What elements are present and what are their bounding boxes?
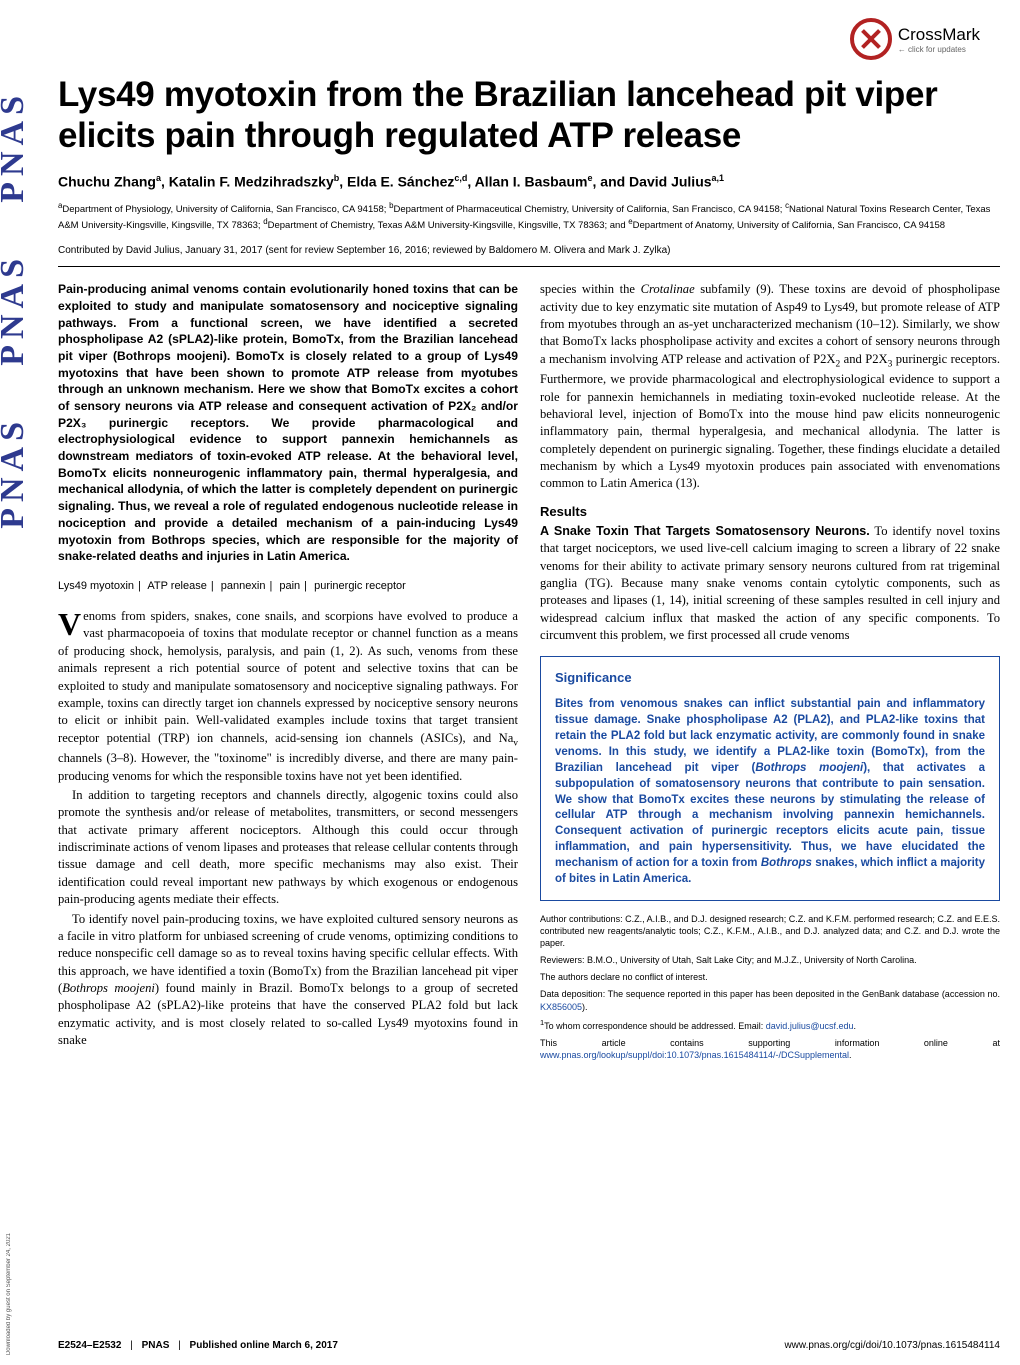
results-runin: A Snake Toxin That Targets Somatosensory… <box>540 524 870 538</box>
results-p1: A Snake Toxin That Targets Somatosensory… <box>540 523 1000 645</box>
column-right: species within the Crotalinae subfamily … <box>540 281 1000 1066</box>
spine-text-2: PNAS <box>0 253 32 366</box>
footer-pubdate: Published online March 6, 2017 <box>190 1340 338 1351</box>
article-page: CrossMark ← click for updates Lys49 myot… <box>58 10 1000 1066</box>
significance-box: Significance Bites from venomous snakes … <box>540 656 1000 900</box>
footer-journal: PNAS <box>142 1340 170 1351</box>
crossmark-badge[interactable]: CrossMark ← click for updates <box>850 18 980 60</box>
two-column-body: Pain-producing animal venoms contain evo… <box>58 281 1000 1066</box>
body-text-right-top: species within the Crotalinae subfamily … <box>540 281 1000 493</box>
intro-p1: Venoms from spiders, snakes, cone snails… <box>58 608 518 785</box>
journal-spine: PNAS PNAS PNAS <box>0 90 26 1270</box>
keywords: Lys49 myotoxin| ATP release| pannexin| p… <box>58 579 518 594</box>
results-body: A Snake Toxin That Targets Somatosensory… <box>540 523 1000 645</box>
footer-left: E2524–E2532 | PNAS | Published online Ma… <box>58 1340 338 1351</box>
page-footer: E2524–E2532 | PNAS | Published online Ma… <box>58 1340 1000 1351</box>
contributed-line: Contributed by David Julius, January 31,… <box>58 245 1000 267</box>
crossmark-main: CrossMark <box>898 25 980 45</box>
intro-p2: In addition to targeting receptors and c… <box>58 787 518 909</box>
column-left: Pain-producing animal venoms contain evo… <box>58 281 518 1066</box>
fn-supporting: This article contains supporting informa… <box>540 1037 1000 1061</box>
abstract: Pain-producing animal venoms contain evo… <box>58 281 518 565</box>
footer-doi: www.pnas.org/cgi/doi/10.1073/pnas.161548… <box>784 1340 1000 1351</box>
spine-text-3: PNAS <box>0 416 32 529</box>
significance-body: Bites from venomous snakes can inflict s… <box>555 697 985 887</box>
kw-4: purinergic receptor <box>314 580 406 592</box>
footnotes: Author contributions: C.Z., A.I.B., and … <box>540 913 1000 1061</box>
crossmark-text: CrossMark ← click for updates <box>898 25 980 54</box>
crossmark-icon <box>850 18 892 60</box>
kw-0: Lys49 myotoxin <box>58 580 134 592</box>
fn-author-contrib: Author contributions: C.Z., A.I.B., and … <box>540 913 1000 949</box>
crossmark-sub: ← click for updates <box>898 45 980 54</box>
footer-pages: E2524–E2532 <box>58 1340 121 1351</box>
significance-heading: Significance <box>555 669 985 687</box>
fn-correspondence: 1To whom correspondence should be addres… <box>540 1018 1000 1032</box>
results-heading: Results <box>540 503 1000 521</box>
article-title: Lys49 myotoxin from the Brazilian lanceh… <box>58 74 1000 157</box>
kw-1: ATP release <box>147 580 207 592</box>
download-note: Downloaded by guest on September 24, 202… <box>6 1233 12 1355</box>
intro-p3: To identify novel pain-producing toxins,… <box>58 911 518 1050</box>
body-text-left: Venoms from spiders, snakes, cone snails… <box>58 608 518 1050</box>
spine-text-1: PNAS <box>0 90 32 203</box>
fn-conflict: The authors declare no conflict of inter… <box>540 971 1000 983</box>
fn-reviewers: Reviewers: B.M.O., University of Utah, S… <box>540 954 1000 966</box>
affiliations: aDepartment of Physiology, University of… <box>58 201 1000 233</box>
kw-3: pain <box>279 580 300 592</box>
intro-continued: species within the Crotalinae subfamily … <box>540 281 1000 493</box>
kw-2: pannexin <box>221 580 266 592</box>
fn-deposition: Data deposition: The sequence reported i… <box>540 988 1000 1012</box>
author-list: Chuchu Zhanga, Katalin F. Medzihradszkyb… <box>58 173 1000 190</box>
